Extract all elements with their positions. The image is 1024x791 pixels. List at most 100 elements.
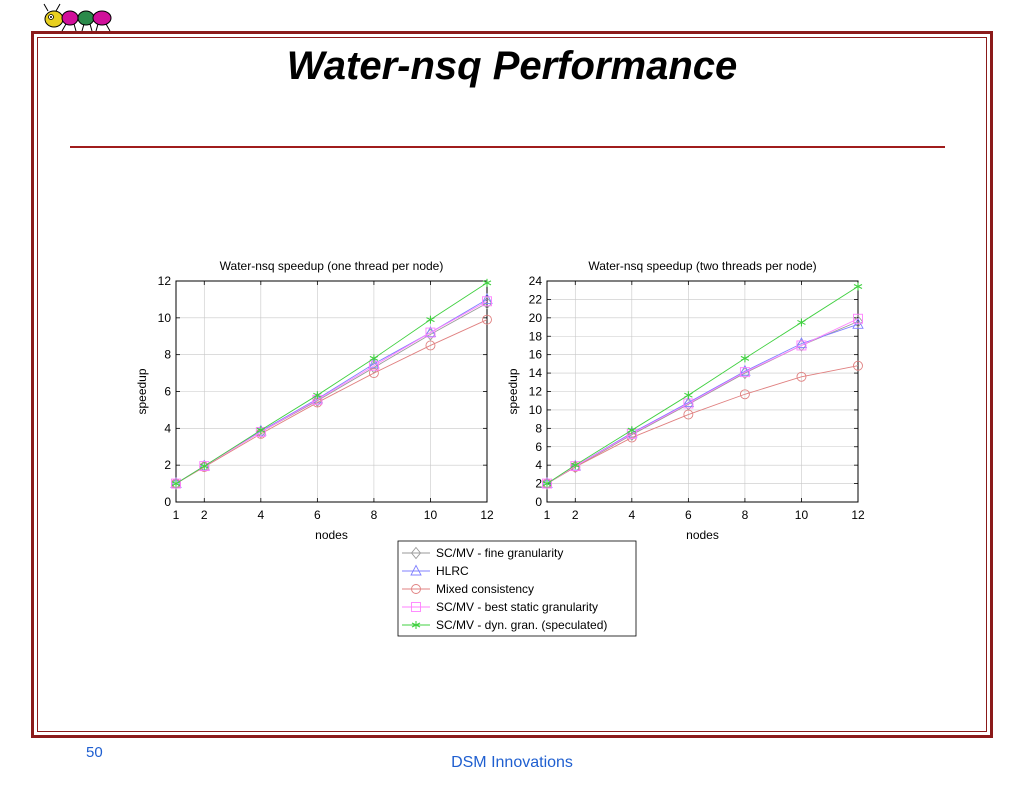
- y-tick-label: 0: [535, 495, 542, 509]
- data-point-star-stroke: [797, 319, 806, 325]
- chart-1: [170, 278, 493, 503]
- chart-legend: [397, 540, 637, 637]
- x-tick-label: 12: [480, 508, 494, 522]
- x-tick-label: 8: [371, 508, 378, 522]
- data-point-star: [369, 354, 379, 363]
- y-tick-label: 22: [529, 292, 543, 306]
- x-tick-label: 1: [173, 508, 180, 522]
- x-tick-label: 1: [544, 508, 551, 522]
- series-line-5: [175, 282, 488, 484]
- x-tick-label: 2: [572, 508, 579, 522]
- legend-label: SC/MV - fine granularity: [436, 546, 563, 560]
- chart-2: [541, 280, 864, 503]
- legend-label: SC/MV - best static granularity: [436, 600, 598, 614]
- series-line-4: [546, 318, 859, 484]
- data-point-star-stroke: [740, 355, 750, 361]
- y-tick-label: 6: [164, 385, 171, 399]
- data-point-square: [199, 461, 210, 472]
- data-point-triangle: [424, 326, 437, 338]
- series-line-5: [546, 286, 859, 484]
- data-point-triangle: [481, 292, 493, 304]
- y-tick-label: 2: [535, 477, 542, 491]
- legend-marker-circle: [411, 584, 421, 594]
- data-point-star-stroke: [426, 317, 435, 323]
- y-tick-label: 8: [164, 348, 171, 362]
- x-tick-label: 4: [628, 508, 635, 522]
- legend-label: SC/MV - dyn. gran. (speculated): [436, 618, 607, 632]
- footer-text: DSM Innovations: [451, 754, 573, 771]
- y-tick-label: 18: [529, 329, 543, 343]
- data-point-triangle: [368, 357, 380, 369]
- data-point-star: [853, 282, 863, 291]
- x-axis-label: nodes: [315, 528, 348, 542]
- x-tick-label: 2: [201, 508, 208, 522]
- data-point-star-stroke: [313, 392, 322, 398]
- data-point-square: [796, 340, 807, 351]
- data-point-star: [256, 426, 266, 435]
- slide-title: Water-nsq Performance: [286, 44, 738, 88]
- data-point-star-stroke: [171, 481, 181, 487]
- x-tick-label: 6: [685, 508, 692, 522]
- data-point-circle: [368, 368, 379, 379]
- data-point-star-stroke: [200, 463, 209, 469]
- chart-title: Water-nsq speedup (two threads per node): [588, 259, 816, 273]
- data-point-star-stroke: [256, 427, 266, 433]
- y-tick-label: 10: [158, 311, 172, 325]
- y-tick-label: 24: [529, 274, 543, 288]
- title-divider: [70, 146, 945, 148]
- x-axis-label: nodes: [686, 528, 719, 542]
- data-point-circle: [853, 360, 863, 371]
- y-tick-label: 2: [164, 458, 171, 472]
- slide-frame-inner: [37, 37, 987, 732]
- data-point-star: [200, 462, 209, 471]
- data-point-circle: [425, 340, 436, 351]
- page-number: 50: [86, 744, 103, 761]
- data-point-star: [571, 461, 580, 470]
- legend-marker-star: [411, 621, 421, 629]
- data-point-star-stroke: [369, 355, 379, 361]
- y-tick-label: 4: [535, 458, 542, 472]
- x-tick-label: 10: [795, 508, 809, 522]
- data-point-star: [542, 479, 552, 488]
- legend-label: HLRC: [436, 564, 469, 578]
- data-point-star: [313, 391, 322, 400]
- x-tick-label: 10: [424, 508, 438, 522]
- data-point-star: [684, 391, 693, 400]
- data-point-square: [425, 327, 436, 338]
- y-axis-label: speedup: [135, 368, 149, 414]
- data-point-star-stroke: [542, 481, 552, 487]
- data-point-square: [853, 313, 863, 324]
- y-tick-label: 16: [529, 348, 543, 362]
- x-tick-label: 4: [257, 508, 264, 522]
- legend-marker-square: [411, 602, 421, 612]
- data-point-star-stroke: [684, 392, 693, 398]
- data-point-star-stroke: [627, 427, 637, 433]
- x-tick-label: 12: [851, 508, 865, 522]
- data-point-square: [482, 296, 492, 307]
- series-line-3: [175, 319, 488, 484]
- y-axis-label: speedup: [506, 368, 520, 414]
- data-point-star-stroke: [571, 462, 580, 468]
- data-point-square: [542, 478, 552, 489]
- y-tick-label: 6: [535, 440, 542, 454]
- data-point-star: [426, 315, 435, 324]
- y-tick-label: 4: [164, 421, 171, 435]
- series-line-2: [546, 323, 859, 484]
- y-tick-label: 20: [529, 311, 543, 325]
- legend-marker-star-stroke: [411, 622, 421, 628]
- legend-label: Mixed consistency: [436, 582, 534, 596]
- x-tick-label: 8: [742, 508, 749, 522]
- legend-marker-diamond: [410, 546, 422, 560]
- legend-frame: [397, 540, 637, 637]
- y-tick-label: 12: [529, 385, 543, 399]
- chart-title: Water-nsq speedup (one thread per node): [220, 259, 444, 273]
- data-point-star: [797, 318, 806, 327]
- series-line-1: [546, 321, 859, 484]
- data-point-circle: [683, 409, 694, 420]
- data-point-star-stroke: [482, 280, 492, 286]
- slide-frame-outer: [31, 31, 993, 738]
- y-tick-label: 14: [529, 366, 543, 380]
- data-point-star-stroke: [853, 284, 863, 290]
- data-point-circle: [796, 371, 807, 382]
